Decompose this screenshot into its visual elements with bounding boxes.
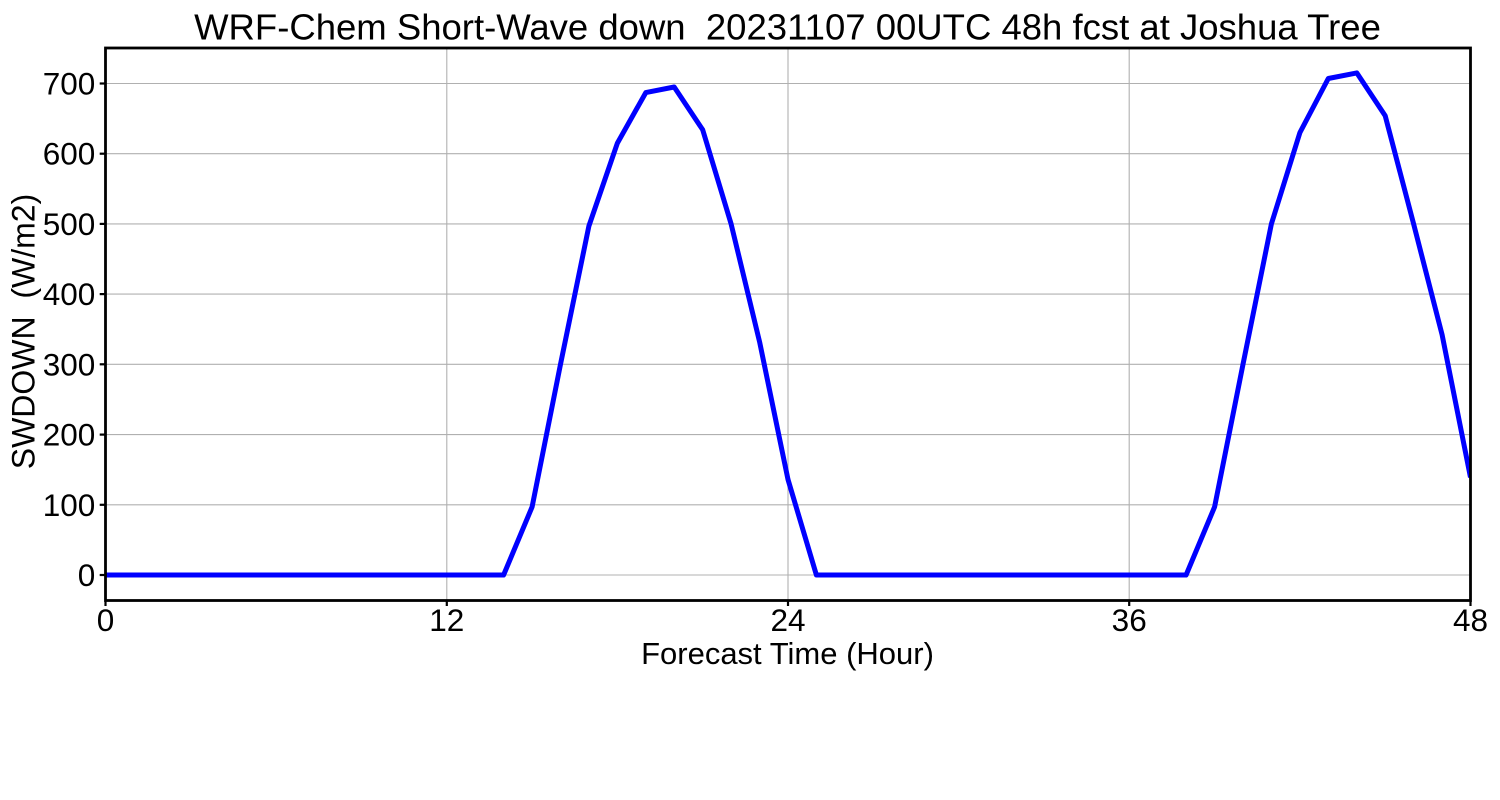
svg-text:100: 100 (43, 487, 96, 523)
svg-text:600: 600 (43, 136, 96, 172)
svg-text:WRF-Chem Short-Wave down 2023: WRF-Chem Short-Wave down 20231107 00UTC … (194, 7, 1381, 48)
svg-text:SWDOWN (W/m2): SWDOWN (W/m2) (6, 194, 42, 470)
svg-text:500: 500 (43, 206, 96, 242)
svg-text:24: 24 (770, 602, 805, 638)
svg-text:Forecast Time (Hour): Forecast Time (Hour) (641, 636, 934, 671)
svg-text:0: 0 (78, 557, 96, 593)
svg-text:36: 36 (1112, 602, 1147, 638)
svg-text:300: 300 (43, 346, 96, 382)
svg-text:700: 700 (43, 66, 96, 102)
svg-text:0: 0 (97, 602, 115, 638)
svg-text:12: 12 (429, 602, 464, 638)
svg-text:400: 400 (43, 276, 96, 312)
svg-text:48: 48 (1453, 602, 1488, 638)
svg-text:200: 200 (43, 417, 96, 453)
